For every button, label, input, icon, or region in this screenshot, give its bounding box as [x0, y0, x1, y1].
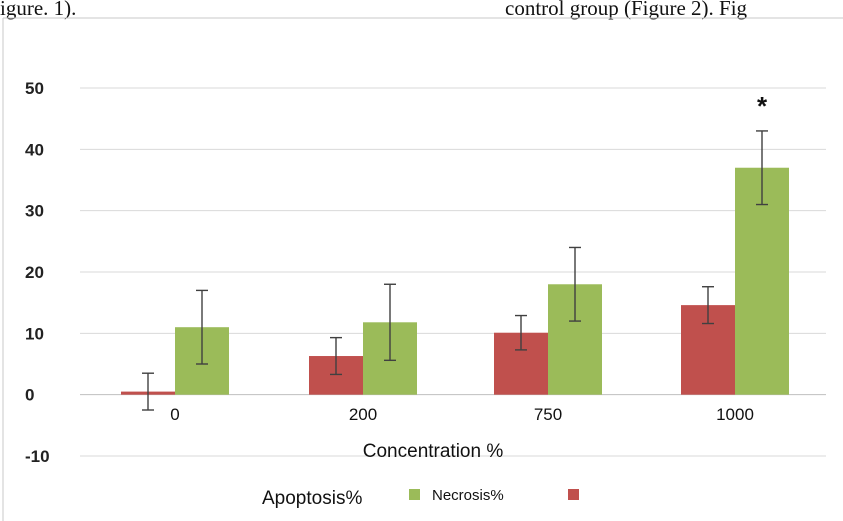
page-text-left: igure. 1).: [0, 0, 77, 20]
significance-marker: *: [757, 91, 768, 121]
y-tick-label: 10: [25, 324, 44, 343]
error-bars: [142, 130, 768, 411]
y-tick-label: 40: [25, 140, 44, 159]
legend-swatch-apoptosis: [409, 489, 420, 500]
x-axis-ticks: 0 200 750 1000: [170, 405, 754, 424]
x-tick-label: 750: [534, 405, 562, 424]
bar-apoptosis: [735, 167, 789, 395]
x-axis-label: Concentration %: [363, 441, 504, 462]
y-axis-ticks: 50 40 30 20 10 0 -10: [25, 79, 50, 466]
annotations: *: [757, 91, 768, 121]
legend-label-necrosis: Necrosis%: [432, 487, 504, 504]
legend-label-apoptosis: Apoptosis%: [262, 488, 362, 509]
x-tick-label: 0: [170, 405, 179, 424]
y-tick-label: 30: [25, 202, 44, 221]
bars: [121, 167, 789, 395]
page-text-right: control group (Figure 2). Fig: [505, 0, 748, 20]
legend-swatch-necrosis: [568, 489, 579, 500]
y-tick-label: 50: [25, 79, 44, 98]
y-tick-label: 20: [25, 263, 44, 282]
x-tick-label: 200: [349, 405, 377, 424]
grid-lines: [80, 87, 826, 457]
legend: Apoptosis% Necrosis%: [262, 487, 579, 509]
y-tick-label: -10: [25, 447, 50, 466]
y-tick-label: 0: [25, 386, 34, 405]
x-tick-label: 1000: [716, 405, 754, 424]
